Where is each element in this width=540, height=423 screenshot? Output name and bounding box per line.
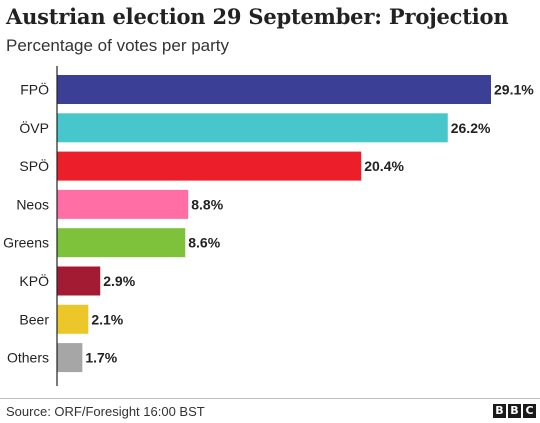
bbc-logo-letter-2: B — [508, 404, 521, 418]
category-label-spo: SPÖ — [19, 157, 49, 174]
value-label-ovp: 26.2% — [451, 120, 491, 136]
bar-fpo — [57, 75, 491, 104]
bar-greens — [57, 228, 186, 258]
chart-subtitle: Percentage of votes per party — [6, 36, 230, 55]
value-label-fpo: 29.1% — [494, 82, 534, 98]
chart-title: Austrian election 29 September: Projecti… — [6, 4, 509, 29]
bar-beer — [57, 304, 89, 334]
value-label-others: 1.7% — [85, 350, 117, 366]
value-label-kpo: 2.9% — [103, 273, 135, 289]
bbc-logo-letter-1: B — [493, 404, 506, 418]
bar-chart: FPÖ 29.1% ÖVP 26.2% SPÖ 20.4% Neos 8.8% Greens 8.… — [3, 66, 534, 386]
value-label-spo: 20.4% — [364, 158, 404, 174]
bar-ovp — [57, 113, 448, 143]
value-label-greens: 8.6% — [188, 235, 220, 251]
bar-others — [57, 343, 83, 373]
category-label-greens: Greens — [3, 235, 49, 251]
bbc-logo-letter-3: C — [523, 404, 536, 418]
category-label-beer: Beer — [19, 311, 49, 327]
category-label-kpo: KPÖ — [19, 272, 49, 289]
value-label-beer: 2.1% — [91, 311, 123, 327]
bar-neos — [57, 189, 189, 219]
category-label-ovp: ÖVP — [19, 119, 49, 136]
bar-spo — [57, 151, 362, 181]
category-label-others: Others — [7, 350, 49, 366]
footer-divider — [0, 398, 540, 399]
bar-kpo — [57, 266, 101, 296]
source-note: Source: ORF/Foresight 16:00 BST — [6, 404, 205, 419]
category-label-fpo: FPÖ — [20, 81, 49, 98]
category-label-neos: Neos — [16, 196, 49, 212]
bbc-logo: B B C — [493, 404, 536, 418]
value-label-neos: 8.8% — [191, 196, 223, 212]
